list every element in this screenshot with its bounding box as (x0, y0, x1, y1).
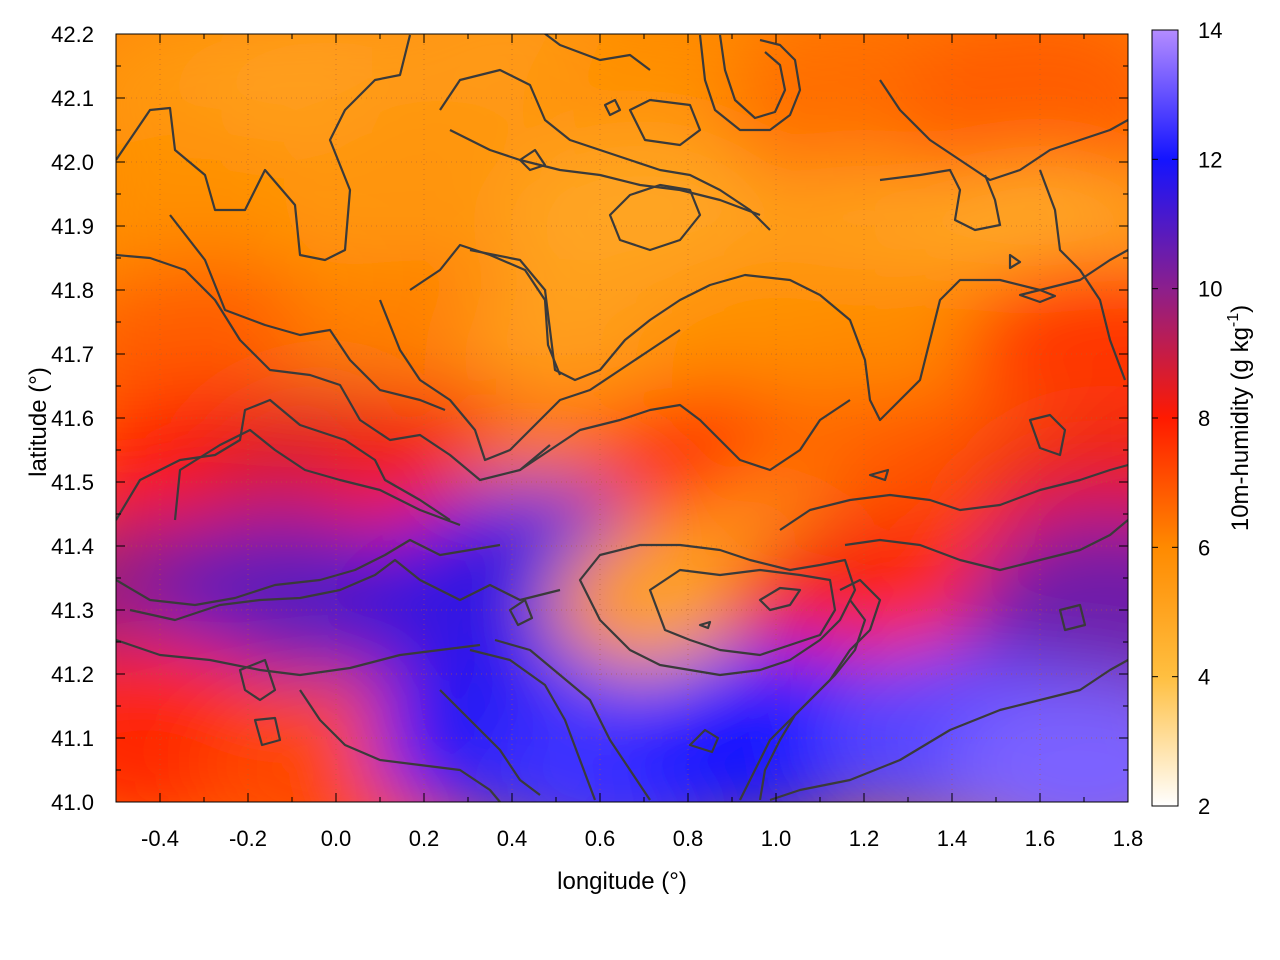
contour-line (519, 399, 851, 472)
y-tick-label: 42.2 (51, 22, 94, 47)
plot-area (116, 34, 1128, 802)
y-tick-label: 41.1 (51, 726, 94, 751)
humidity-field (116, 34, 1128, 802)
contour-line (449, 129, 761, 217)
colorbar: 2 4 6 8 10 12 14 10m-humidity (g kg-1) (1151, 18, 1254, 819)
x-tick-label: 0.4 (497, 826, 528, 851)
y-tick-label: 42.0 (51, 150, 94, 175)
colorbar-tick-label: 2 (1198, 794, 1210, 819)
contour-line (169, 214, 446, 412)
y-tick-label: 41.6 (51, 406, 94, 431)
y-tick-label: 41.2 (51, 662, 94, 687)
contour-line (116, 638, 481, 677)
contour-line (409, 243, 562, 376)
y-tick-label: 41.4 (51, 534, 94, 559)
contour-line (698, 34, 802, 132)
contour-line (439, 68, 771, 231)
contour-lines (116, 34, 1128, 802)
x-tick-label: 1.2 (849, 826, 880, 851)
y-tick-label: 42.1 (51, 86, 94, 111)
contour-line (299, 689, 501, 802)
colorbar-tick-label: 4 (1198, 665, 1210, 690)
colorbar-tick-label: 14 (1198, 18, 1222, 43)
x-tick-label: 0.6 (585, 826, 616, 851)
contour-line (608, 183, 702, 252)
colorbar-label-end: ) (1227, 305, 1254, 313)
contour-line (578, 543, 857, 677)
contour-line (698, 620, 712, 630)
colorbar-label-exponent: -1 (1225, 313, 1242, 327)
x-tick-label: 1.4 (937, 826, 968, 851)
contour-line (844, 519, 1128, 572)
contour-line (1008, 253, 1022, 270)
contour-line (868, 468, 890, 482)
colorbar-tick-label: 10 (1198, 277, 1222, 302)
y-axis-label: latitude (°) (25, 367, 52, 477)
contour-line (1058, 603, 1087, 632)
contour-line (116, 538, 501, 607)
contour-line (116, 398, 451, 521)
contour-line (779, 463, 1128, 531)
contour-line (508, 598, 534, 627)
contour-line (378, 299, 681, 462)
contour-line (718, 34, 787, 120)
contour-line (469, 648, 597, 801)
contour-line (469, 248, 1128, 422)
contour-line (688, 728, 720, 754)
x-tick-label: 1.6 (1025, 826, 1056, 851)
x-tick-label: -0.2 (229, 826, 267, 851)
y-tick-label: 41.5 (51, 470, 94, 495)
x-axis-label: longitude (°) (557, 868, 687, 895)
contour-line (116, 34, 412, 262)
contour-line (238, 658, 277, 702)
contour-line (173, 428, 461, 527)
colorbar-label-main: 10m-humidity (g kg (1227, 327, 1254, 531)
x-tick-label: 0.0 (321, 826, 352, 851)
contour-line (769, 659, 1128, 802)
contour-line (543, 34, 651, 71)
contour-line (758, 586, 802, 612)
contour-line (253, 716, 282, 747)
humidity-region (900, 34, 1128, 193)
contour-line (439, 689, 541, 796)
contour-line (1028, 413, 1067, 457)
y-tick-label: 41.7 (51, 342, 94, 367)
y-axis: 41.0 41.1 41.2 41.3 41.4 41.5 41.6 41.7 41.8 41.9… (51, 22, 1128, 815)
x-axis: -0.4 -0.2 0.0 0.2 0.4 0.6 0.8 1.0 1.2 1.4 1.6 1.8 (141, 34, 1143, 851)
contour-line (648, 568, 837, 657)
contour-line (1018, 288, 1057, 304)
colorbar-tick-label: 12 (1198, 147, 1222, 172)
contour-line (518, 148, 547, 172)
colorbar-tick-label: 6 (1198, 535, 1210, 560)
x-tick-label: 1.0 (761, 826, 792, 851)
y-tick-label: 41.0 (51, 790, 94, 815)
x-tick-label: 1.8 (1113, 826, 1144, 851)
x-tick-label: 0.8 (673, 826, 704, 851)
colorbar-ticks: 2 4 6 8 10 12 14 (1152, 18, 1222, 819)
colorbar-label: 10m-humidity (g kg-1) (1225, 305, 1254, 531)
contour-line (1038, 169, 1127, 381)
y-tick-label: 41.3 (51, 598, 94, 623)
contour-line (494, 638, 651, 801)
contour-line (628, 98, 702, 147)
contour-line (879, 79, 1128, 182)
x-tick-label: -0.4 (141, 826, 179, 851)
contour-line (879, 168, 1002, 232)
contour-line (129, 558, 561, 622)
contour-line (116, 253, 551, 482)
x-tick-label: 0.2 (409, 826, 440, 851)
grid (116, 34, 1128, 802)
contour-line (758, 599, 867, 801)
humidity-region (944, 675, 1128, 802)
contour-line (603, 98, 622, 117)
y-tick-label: 41.9 (51, 214, 94, 239)
colorbar-tick-label: 8 (1198, 406, 1210, 431)
y-tick-label: 41.8 (51, 278, 94, 303)
